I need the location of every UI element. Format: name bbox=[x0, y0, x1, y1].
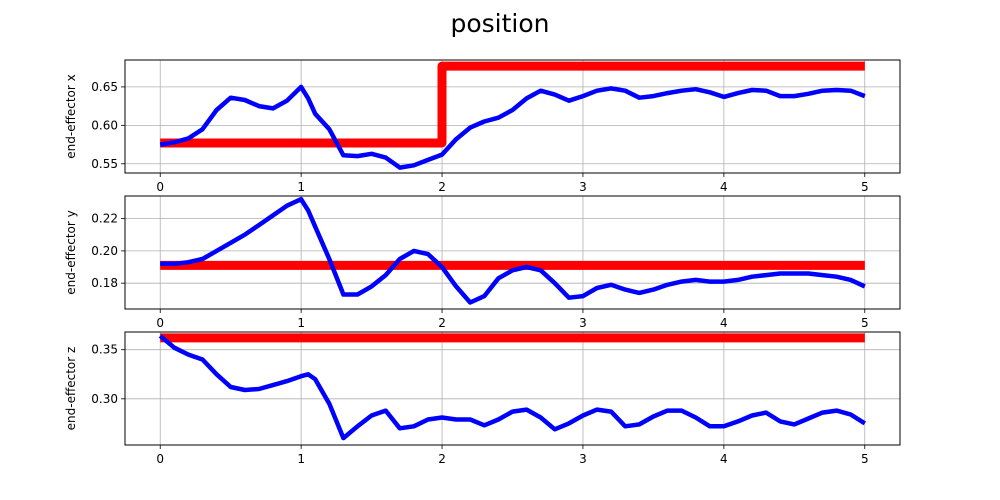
y-tick-label: 0.65 bbox=[91, 80, 118, 94]
y-axis-label: end-effector x bbox=[64, 74, 78, 158]
x-tick-label: 4 bbox=[720, 316, 728, 330]
x-tick-label: 4 bbox=[720, 180, 728, 194]
target-series-line bbox=[160, 61, 865, 148]
grid bbox=[125, 196, 900, 309]
y-axis-label: end-effector z bbox=[64, 347, 78, 431]
axes-frame bbox=[124, 59, 901, 174]
x-tick-label: 0 bbox=[156, 452, 164, 466]
x-tick-label: 5 bbox=[861, 316, 869, 330]
x-tick-label: 1 bbox=[297, 316, 305, 330]
x-tick-label: 4 bbox=[720, 452, 728, 466]
y-tick-label: 0.20 bbox=[91, 244, 118, 258]
y-tick-label: 0.35 bbox=[91, 343, 118, 357]
actual-series-line bbox=[159, 84, 866, 170]
x-tick-label: 3 bbox=[579, 316, 587, 330]
x-tick-label: 3 bbox=[579, 452, 587, 466]
subplot-1: 0 1 2 3 4 5 0.55 0.60 0.65 end-effector x bbox=[64, 59, 901, 194]
x-tick-label: 5 bbox=[861, 452, 869, 466]
x-tick-label: 1 bbox=[297, 452, 305, 466]
y-tick-label: 0.60 bbox=[91, 118, 118, 132]
actual-series-line bbox=[160, 196, 866, 305]
y-tick-label: 0.22 bbox=[91, 212, 118, 226]
x-tick-label: 3 bbox=[579, 180, 587, 194]
x-tick-label: 0 bbox=[156, 316, 164, 330]
y-tick-label: 0.30 bbox=[91, 392, 118, 406]
subplot-2: 0 1 2 3 4 5 0.18 0.20 0.22 end-effector y bbox=[64, 195, 901, 330]
x-tick-label: 2 bbox=[438, 452, 446, 466]
axes-frame bbox=[124, 195, 901, 310]
grid bbox=[125, 60, 900, 173]
y-tick-label: 0.55 bbox=[91, 157, 118, 171]
x-tick-label: 1 bbox=[297, 180, 305, 194]
subplots: 0 1 2 3 4 5 0.55 0.60 0.65 end-effector x 0 1 2 3 4 5 0.… bbox=[64, 59, 901, 466]
x-tick-label: 5 bbox=[861, 180, 869, 194]
y-tick-label: 0.18 bbox=[91, 276, 118, 290]
actual-series-line bbox=[158, 334, 867, 441]
x-tick-label: 2 bbox=[438, 316, 446, 330]
grid bbox=[125, 332, 900, 445]
y-axis-label: end-effector y bbox=[64, 210, 78, 294]
subplot-3: 0 1 2 3 4 5 0.30 0.35 end-effector z bbox=[64, 331, 901, 466]
x-tick-label: 2 bbox=[438, 180, 446, 194]
figure-title: position bbox=[450, 9, 549, 38]
x-tick-label: 0 bbox=[156, 180, 164, 194]
axes-frame bbox=[124, 331, 901, 446]
